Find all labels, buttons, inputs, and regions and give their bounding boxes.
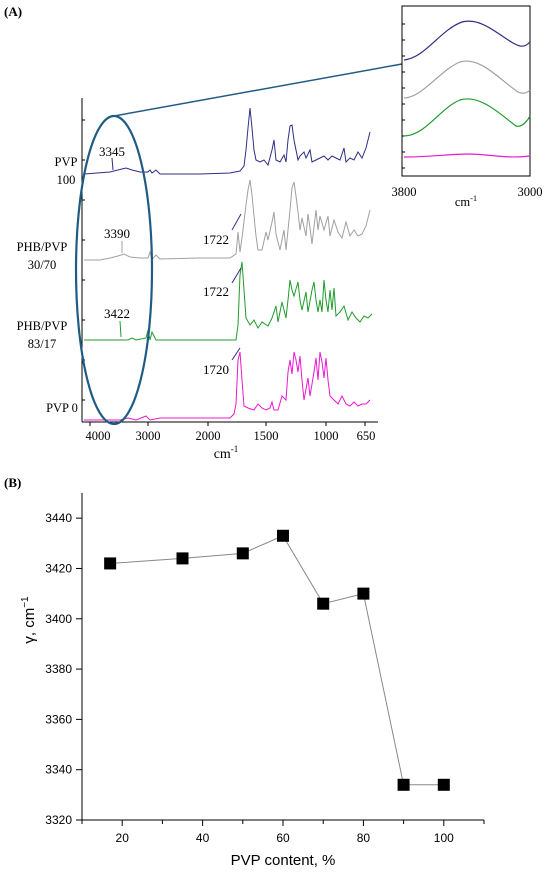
y-tick-label: 3320 xyxy=(45,813,72,827)
inset-y-ticks xyxy=(402,23,405,169)
series-line xyxy=(110,535,444,786)
sample-label-8317-line2: 83/17 xyxy=(28,337,56,351)
inset-curve-3070 xyxy=(403,60,531,99)
sample-label-pvp0: PVP 0 xyxy=(46,401,78,415)
panel-a-x-tick-label: 3000 xyxy=(136,429,161,443)
inset-curve-8317 xyxy=(403,98,531,137)
peak-co-3070-pointer xyxy=(231,213,242,231)
panel-b-ylabel-group: γ, cm−1 xyxy=(20,596,38,644)
peak-co-pvp0: 1720 xyxy=(203,362,229,377)
spectra xyxy=(83,107,373,421)
panel-a-x-ticks xyxy=(89,422,366,426)
peak-oh-pvp100-pointer xyxy=(111,157,114,171)
panel-a-x-tick-label: 1500 xyxy=(254,429,279,443)
oh-region-ellipse xyxy=(74,114,154,426)
panel-b-ylabel-sup: −1 xyxy=(20,596,31,608)
data-point xyxy=(176,552,189,565)
inset-curve-pvp0 xyxy=(403,153,531,158)
x-tick-label: 80 xyxy=(357,831,371,845)
y-tick-label: 3340 xyxy=(45,763,72,777)
inset-xlabel-sup: -1 xyxy=(470,193,477,203)
panel-b: (B) 3320 3340 3360 3380 3400 3420 3440 20 40 60 80… xyxy=(4,475,485,869)
inset-xlabel: cm xyxy=(455,195,471,209)
panel-b-label: (B) xyxy=(4,475,21,490)
spectrum-pvp0 xyxy=(84,351,371,421)
spectrum-phbpvp-3070 xyxy=(84,179,371,262)
x-tick-label: 60 xyxy=(276,831,290,845)
y-tick-label: 3380 xyxy=(45,662,72,676)
data-point xyxy=(437,778,450,791)
x-tick-label: 40 xyxy=(196,831,210,845)
data-point xyxy=(104,557,117,570)
spectrum-phbpvp-8317 xyxy=(84,261,373,341)
data-point xyxy=(357,587,370,600)
inset-frame xyxy=(401,5,531,177)
panel-a-x-tick-label: 4000 xyxy=(86,429,111,443)
panel-b-ticks: 3320 3340 3360 3380 3400 3420 3440 20 40 60 80 100 xyxy=(45,511,485,845)
panel-a-xlabel-sup: -1 xyxy=(231,444,239,454)
sample-label-pvp100-line2: 100 xyxy=(57,173,76,187)
sample-label-3070-line1: PHB/PVP xyxy=(17,240,68,254)
inset: 3800 3000 cm-1 xyxy=(392,5,543,209)
sample-label-3070-line2: 30/70 xyxy=(28,258,56,272)
y-tick-label: 3420 xyxy=(45,561,72,575)
panel-a-x-axis-title: cm-1 xyxy=(214,444,239,462)
spectrum-pvp100 xyxy=(83,107,371,175)
peak-co-8317: 1722 xyxy=(203,284,229,299)
panel-a: (A) 4000 3000 2000 1500 1000 650 xyxy=(4,4,543,462)
panel-b-series xyxy=(104,529,450,791)
y-tick-label: 3440 xyxy=(45,511,72,525)
sample-label-8317-line1: PHB/PVP xyxy=(17,319,68,333)
panel-a-x-tick-labels: 4000 3000 2000 1500 1000 650 xyxy=(86,429,376,443)
x-tick-label: 20 xyxy=(116,831,130,845)
panel-b-ylabel: γ, cm xyxy=(21,608,38,644)
peak-oh-pvp100: 3345 xyxy=(99,144,125,159)
peak-annotations: 3345 3390 3422 1722 1722 1720 xyxy=(99,144,242,377)
panel-b-xlabel: PVP content, % xyxy=(231,852,336,869)
panel-a-x-tick-label: 2000 xyxy=(196,429,221,443)
y-tick-label: 3360 xyxy=(45,712,72,726)
peak-oh-3070: 3390 xyxy=(104,226,130,241)
panel-a-xlabel: cm xyxy=(214,447,231,462)
peak-co-8317-pointer xyxy=(231,267,242,284)
peak-oh-8317: 3422 xyxy=(104,306,130,321)
data-point xyxy=(236,547,249,560)
data-point xyxy=(317,597,330,610)
peak-co-3070: 1722 xyxy=(203,232,229,247)
data-point xyxy=(397,778,410,791)
panel-a-sample-labels: PVP 100 PHB/PVP 30/70 PHB/PVP 83/17 PVP … xyxy=(17,155,78,415)
sample-label-pvp100-line1: PVP xyxy=(55,155,78,169)
panel-a-label: (A) xyxy=(4,4,22,19)
peak-oh-8317-pointer xyxy=(119,320,122,338)
inset-x-axis-title: cm-1 xyxy=(455,193,477,209)
inset-x-tick-label: 3000 xyxy=(518,185,543,199)
inset-curves xyxy=(403,20,531,158)
svg-text:cm-1: cm-1 xyxy=(214,444,239,462)
inset-curve-pvp100 xyxy=(403,20,531,61)
peak-co-pvp0-pointer xyxy=(231,347,241,361)
x-tick-label: 100 xyxy=(434,831,454,845)
data-point xyxy=(277,529,289,542)
zoom-connector-line xyxy=(113,63,403,117)
panel-a-x-tick-label: 1000 xyxy=(314,429,339,443)
y-tick-label: 3400 xyxy=(45,612,72,626)
panel-a-x-tick-label: 650 xyxy=(357,429,376,443)
inset-x-tick-label: 3800 xyxy=(392,185,417,199)
